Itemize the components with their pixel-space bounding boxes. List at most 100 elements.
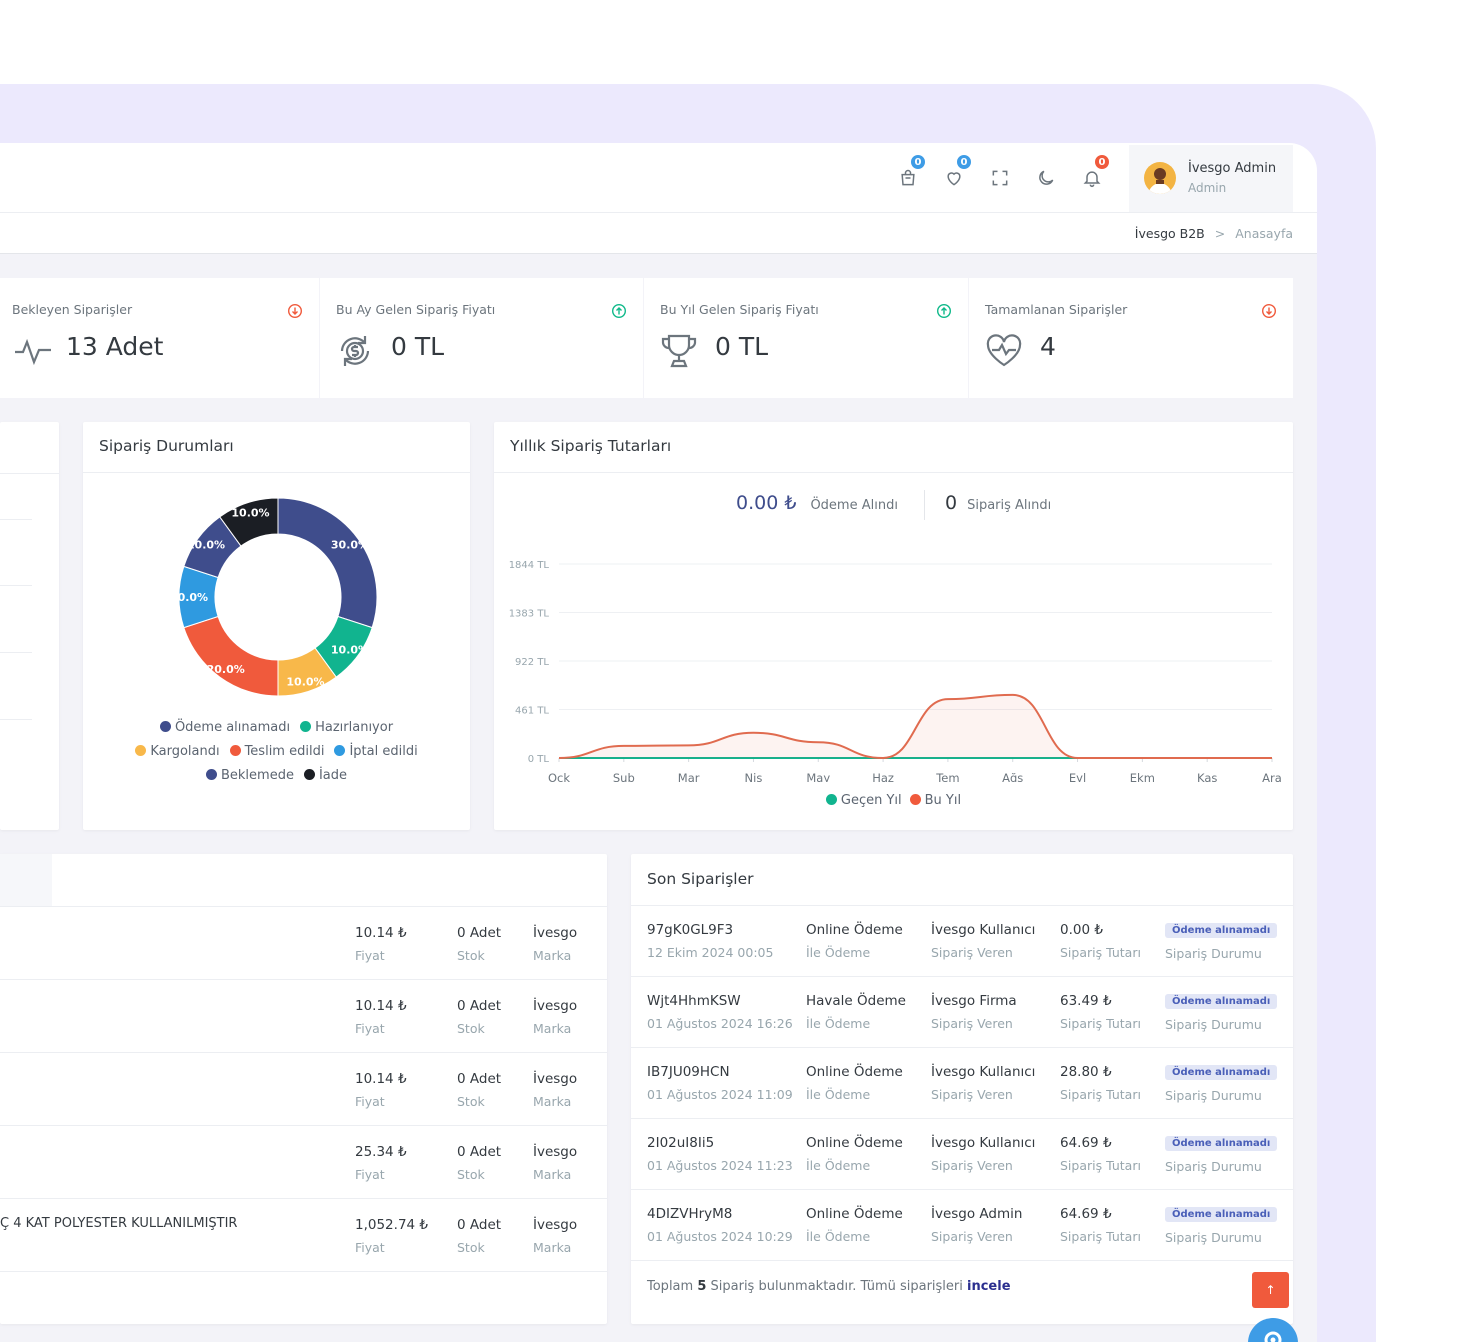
stat-label: Bu Ay Gelen Sipariş Fiyatı xyxy=(336,302,496,317)
table-row[interactable]: 25.34 ₺ Fiyat 0 Adet Stok İvesgo Marka xyxy=(0,1126,607,1199)
paid-value: 0.00 ₺ xyxy=(736,492,797,514)
order-status-donut-chart: 30.0% 10.0% 10.0% 20.0% 10.0% 10.0% 10.0% xyxy=(177,497,378,697)
user-name: İvesgo Admin xyxy=(1188,161,1277,176)
scroll-to-top-button[interactable]: ↑ xyxy=(1252,1272,1289,1308)
stat-label: Bu Yıl Gelen Sipariş Fiyatı xyxy=(660,302,819,317)
fullscreen-button[interactable] xyxy=(987,165,1013,191)
legend-item[interactable]: İptal edildi xyxy=(334,744,418,759)
table-row[interactable]: Ç 4 KAT POLYESTER KULLANILMIŞTIR 1,052.74… xyxy=(0,1199,607,1272)
order-status-label: Sipariş Durumu xyxy=(1165,1230,1262,1245)
order-code[interactable]: 4DIZVHryM8 xyxy=(647,1206,733,1222)
paid-summary: 0.00 ₺ Ödeme Alındı xyxy=(736,492,898,514)
order-code[interactable]: Wjt4HhmKSW xyxy=(647,993,741,1009)
gear-icon xyxy=(1264,1331,1282,1342)
order-user-label: Sipariş Veren xyxy=(931,945,1013,960)
legend-item[interactable]: Hazırlanıyor xyxy=(300,720,393,735)
legend-item[interactable]: İade xyxy=(303,768,347,783)
stat-card-completed-orders: Tamamlanan Siparişler 4 xyxy=(969,278,1293,398)
order-date: 01 Ağustos 2024 11:09 xyxy=(647,1087,793,1102)
product-price-label: Fiyat xyxy=(355,948,385,963)
x-tick-label: Eyl xyxy=(1069,771,1086,782)
order-amount: 0.00 ₺ xyxy=(1060,922,1103,938)
table-row[interactable]: IB7JU09HCN 01 Ağustos 2024 11:09 Online Öd… xyxy=(631,1048,1293,1119)
table-row[interactable]: 4DIZVHryM8 01 Ağustos 2024 10:29 Online Öd… xyxy=(631,1190,1293,1261)
stat-value: 0 TL xyxy=(715,332,769,361)
order-status-label: Sipariş Durumu xyxy=(1165,1159,1262,1174)
order-amount: 64.69 ₺ xyxy=(1060,1206,1112,1222)
payment-method: Online Ödeme xyxy=(806,1206,903,1222)
cart-button[interactable]: 0 xyxy=(895,153,927,191)
order-code[interactable]: 2I02uI8Ii5 xyxy=(647,1135,715,1151)
moon-icon xyxy=(1039,170,1054,185)
donut-slice-label: 20.0% xyxy=(207,663,245,676)
product-stock-label: Stok xyxy=(457,1240,485,1255)
product-brand-label: Marka xyxy=(533,1021,572,1036)
legend-item[interactable]: Kargolandı xyxy=(135,744,220,759)
series-line[interactable] xyxy=(558,693,1272,760)
stat-card-year-revenue: Bu Yıl Gelen Sipariş Fiyatı 0 TL xyxy=(644,278,968,398)
x-tick-label: Ekm xyxy=(1130,771,1155,782)
notifications-button[interactable]: 0 xyxy=(1079,153,1111,191)
order-amount: 28.80 ₺ xyxy=(1060,1064,1112,1080)
product-price: 10.14 ₺ xyxy=(355,998,407,1014)
order-status-card: Sipariş Durumları 30.0% 10.0% 10.0% 20.0% 10… xyxy=(83,422,470,830)
table-row[interactable]: Wjt4HhmKSW 01 Ağustos 2024 16:26 Havale Öd… xyxy=(631,977,1293,1048)
breadcrumb-root[interactable]: İvesgo B2B xyxy=(1134,226,1205,241)
user-role: Admin xyxy=(1188,181,1227,195)
order-code[interactable]: IB7JU09HCN xyxy=(647,1064,730,1080)
payment-method-label: İle Ödeme xyxy=(806,1229,871,1244)
table-row[interactable]: 10.14 ₺ Fiyat 0 Adet Stok İvesgo Marka xyxy=(0,1053,607,1126)
orders-count: 5 xyxy=(697,1279,707,1294)
stat-card-month-revenue: Bu Ay Gelen Sipariş Fiyatı 0 TL xyxy=(320,278,643,398)
order-amount-label: Sipariş Tutarı xyxy=(1060,1016,1141,1031)
donut-slice[interactable] xyxy=(277,497,378,629)
table-row[interactable]: 10.14 ₺ Fiyat 0 Adet Stok İvesgo Marka xyxy=(0,980,607,1053)
payment-method-label: İle Ödeme xyxy=(806,945,871,960)
product-stock: 0 Adet xyxy=(457,1144,502,1160)
product-brand: İvesgo xyxy=(533,925,578,941)
recent-orders-card: Son Siparişler 97gK0GL9F3 12 Ekim 2024 00… xyxy=(631,854,1293,1324)
shopping-bag-icon xyxy=(901,169,915,186)
product-brand: İvesgo xyxy=(533,1144,578,1160)
app-shell: 0 0 0 İvesgo Admin Admin İvesgo B2B > xyxy=(0,143,1317,1342)
legend-item[interactable]: Ödeme alınamadı xyxy=(159,720,290,735)
wishlist-button[interactable]: 0 xyxy=(941,153,973,191)
order-amount-label: Sipariş Tutarı xyxy=(1060,1158,1141,1173)
legend-item[interactable]: Geçen Yıl xyxy=(825,793,902,808)
theme-toggle-button[interactable] xyxy=(1033,165,1059,191)
view-all-orders-link[interactable]: incele xyxy=(967,1279,1011,1294)
products-card: 10.14 ₺ Fiyat 0 Adet Stok İvesgo Marka 10.14 ₺… xyxy=(0,854,607,1324)
order-date: 01 Ağustos 2024 10:29 xyxy=(647,1229,793,1244)
summary-divider xyxy=(924,490,925,520)
yearly-area-chart: 0 TL 461 TL 922 TL 1383 TL 1844 TL Ock Şub Mar N… xyxy=(509,560,1282,782)
settings-button[interactable] xyxy=(1248,1318,1298,1342)
donut-slice[interactable] xyxy=(219,497,279,547)
y-tick-label: 922 TL xyxy=(515,657,549,668)
dollar-refresh-icon xyxy=(340,336,370,366)
order-code[interactable]: 97gK0GL9F3 xyxy=(647,922,734,938)
table-row[interactable]: 10.14 ₺ Fiyat 0 Adet Stok İvesgo Marka xyxy=(0,907,607,980)
donut-slice-label: 10.0% xyxy=(231,506,269,519)
product-price: 25.34 ₺ xyxy=(355,1144,407,1160)
x-tick-label: Haz xyxy=(872,771,894,782)
donut-slice[interactable] xyxy=(183,615,279,697)
stat-label: Tamamlanan Siparişler xyxy=(985,302,1128,317)
status-badge: Ödeme alınamadı xyxy=(1165,1207,1278,1222)
donut-slice-label: 10.0% xyxy=(286,676,324,689)
product-stock-label: Stok xyxy=(457,1021,485,1036)
legend-item[interactable]: Bu Yıl xyxy=(909,793,961,808)
paid-label: Ödeme Alındı xyxy=(810,498,898,513)
legend-item[interactable]: Beklemede xyxy=(205,768,294,783)
table-row[interactable]: 97gK0GL9F3 12 Ekim 2024 00:05 Online Ödeme… xyxy=(631,906,1293,977)
payment-method-label: İle Ödeme xyxy=(806,1016,871,1031)
order-amount-label: Sipariş Tutarı xyxy=(1060,945,1141,960)
table-row[interactable]: 2I02uI8Ii5 01 Ağustos 2024 11:23 Online Öd… xyxy=(631,1119,1293,1190)
yearly-orders-card: Yıllık Sipariş Tutarları 0.00 ₺ Ödeme Al… xyxy=(494,422,1293,830)
order-user-label: Sipariş Veren xyxy=(931,1229,1013,1244)
x-tick-label: Şub xyxy=(613,771,635,782)
orders-label: Sipariş Alındı xyxy=(967,498,1052,513)
card-header: Sipariş Durumları xyxy=(83,422,470,473)
legend-item[interactable]: Teslim edildi xyxy=(229,744,324,759)
user-menu[interactable]: İvesgo Admin Admin xyxy=(1129,145,1293,212)
card-title: Son Siparişler xyxy=(647,870,754,888)
